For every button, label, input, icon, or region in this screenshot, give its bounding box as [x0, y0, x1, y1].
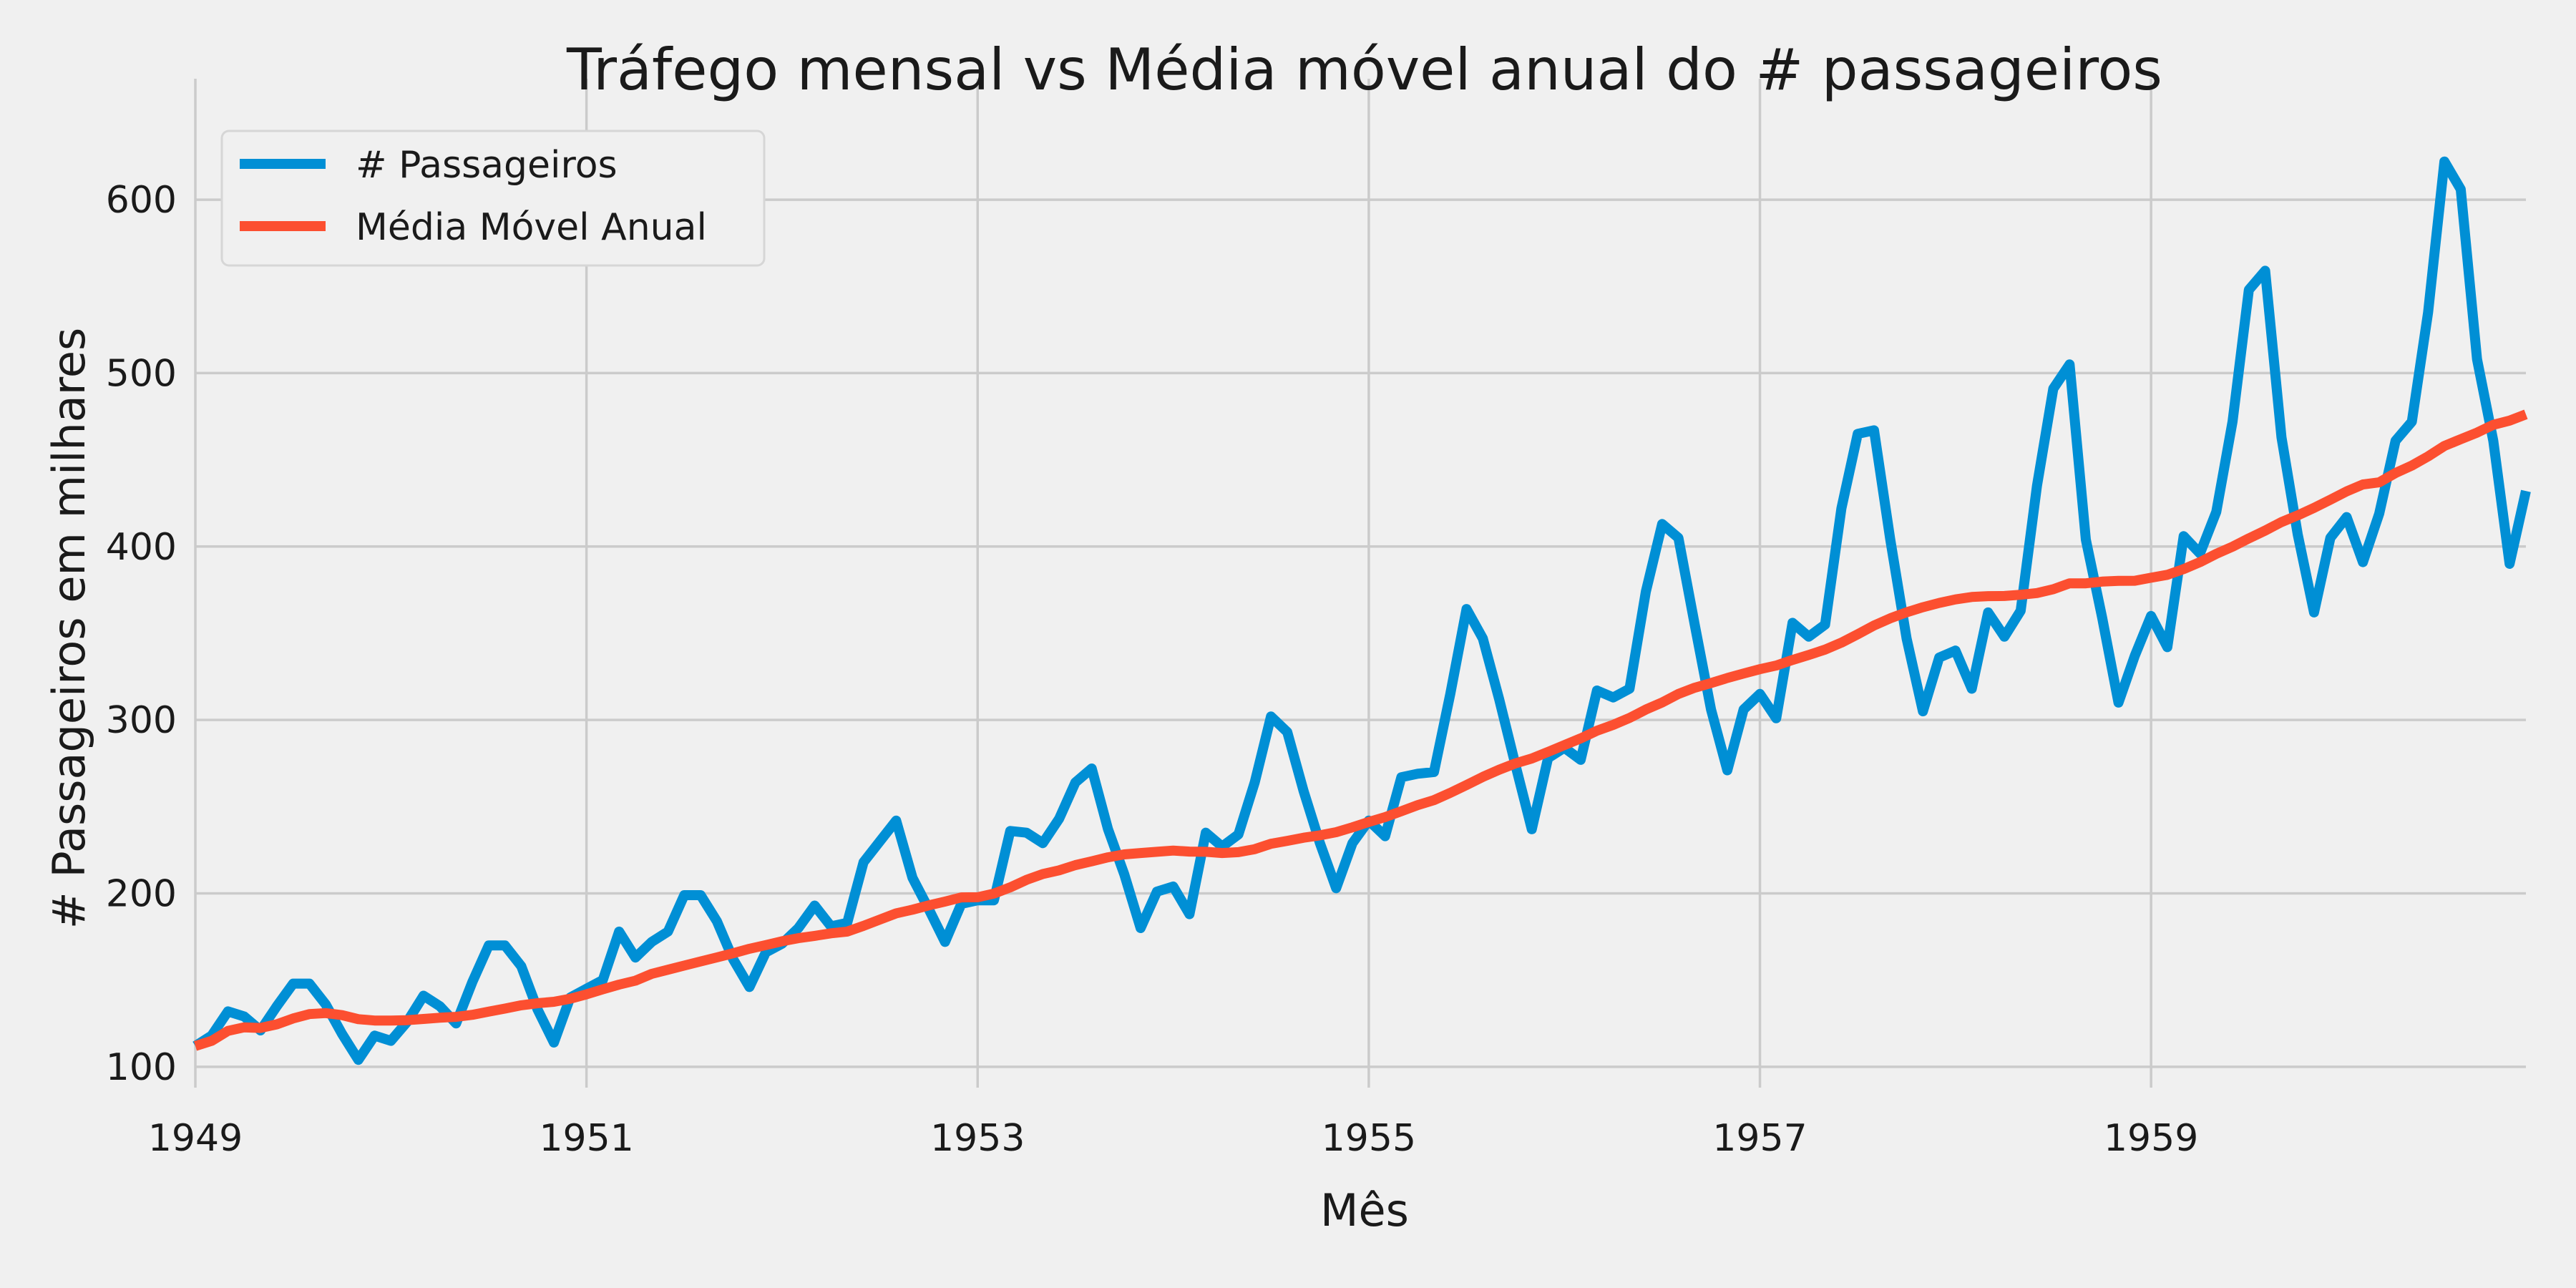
x-tick-label: 1953	[930, 1117, 1025, 1160]
y-tick-label: 600	[106, 179, 177, 222]
y-tick-label: 300	[106, 699, 177, 742]
x-axis-label: Mês	[1320, 1184, 1409, 1236]
y-tick-label: 400	[106, 526, 177, 569]
y-tick-label: 500	[106, 352, 177, 395]
chart-title: Tráfego mensal vs Média móvel anual do #…	[566, 36, 2162, 103]
x-tick-label: 1957	[1712, 1117, 1807, 1160]
legend-box	[220, 130, 766, 267]
y-tick-label: 100	[106, 1046, 177, 1089]
y-tick-label: 200	[106, 873, 177, 916]
x-tick-label: 1955	[1322, 1117, 1416, 1160]
y-axis-label: # Passageiros em milhares	[43, 328, 95, 930]
tick-labels: 100 200 300 400 500 600 1949 1951 1953 1955 1957 19…	[106, 179, 2199, 1160]
legend-label-moving-average: Média Móvel Anual	[356, 206, 707, 249]
x-tick-label: 1949	[148, 1117, 243, 1160]
legend: # Passageiros Média Móvel Anual	[220, 130, 766, 267]
x-tick-label: 1959	[2104, 1117, 2198, 1160]
moving-average-line	[193, 409, 2528, 1051]
x-tick-label: 1951	[539, 1117, 633, 1160]
series-lines	[192, 156, 2531, 1065]
legend-label-passengers: # Passageiros	[356, 144, 618, 187]
